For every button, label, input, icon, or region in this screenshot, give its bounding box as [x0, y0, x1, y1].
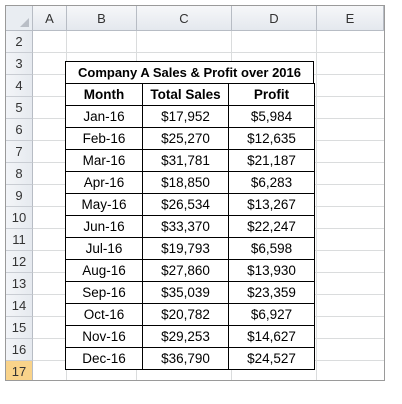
- row-header[interactable]: 4: [6, 75, 33, 97]
- cell-profit[interactable]: $13,267: [228, 193, 315, 216]
- cell-month[interactable]: Dec-16: [65, 347, 143, 370]
- cell-profit[interactable]: $6,598: [228, 237, 315, 260]
- column-header-d[interactable]: D: [232, 6, 317, 31]
- cell-total-sales[interactable]: $33,370: [142, 215, 229, 238]
- cell-profit[interactable]: $24,527: [228, 347, 315, 370]
- select-all-triangle-icon: [20, 18, 29, 27]
- cell-total-sales[interactable]: $26,534: [142, 193, 229, 216]
- header-total-sales[interactable]: Total Sales: [142, 83, 229, 106]
- cell-month[interactable]: Apr-16: [65, 171, 143, 194]
- cell-month[interactable]: Nov-16: [65, 325, 143, 348]
- row-header[interactable]: 14: [6, 295, 33, 317]
- column-header-b[interactable]: B: [67, 6, 137, 31]
- select-all-corner[interactable]: [6, 6, 33, 31]
- cell-profit[interactable]: $6,283: [228, 171, 315, 194]
- row-header[interactable]: 10: [6, 207, 33, 229]
- column-header-e[interactable]: E: [317, 6, 384, 31]
- row-header[interactable]: 3: [6, 53, 33, 75]
- cell-total-sales[interactable]: $35,039: [142, 281, 229, 304]
- cell-month[interactable]: May-16: [65, 193, 143, 216]
- cell-profit[interactable]: $22,247: [228, 215, 315, 238]
- cell-profit[interactable]: $5,984: [228, 105, 315, 128]
- table-row: Nov-16 $29,253 $14,627: [65, 325, 315, 348]
- cell-total-sales[interactable]: $31,781: [142, 149, 229, 172]
- cell-total-sales[interactable]: $36,790: [142, 347, 229, 370]
- table-row: Dec-16 $36,790 $24,527: [65, 347, 315, 370]
- table-row: Mar-16 $31,781 $21,187: [65, 149, 315, 172]
- row-header[interactable]: 9: [6, 185, 33, 207]
- cell-total-sales[interactable]: $25,270: [142, 127, 229, 150]
- table-row: Aug-16 $27,860 $13,930: [65, 259, 315, 282]
- cell-profit[interactable]: $23,359: [228, 281, 315, 304]
- table-row: Jan-16 $17,952 $5,984: [65, 105, 315, 128]
- cell-month[interactable]: Aug-16: [65, 259, 143, 282]
- table-row: May-16 $26,534 $13,267: [65, 193, 315, 216]
- row-header[interactable]: 16: [6, 339, 33, 361]
- cell-profit[interactable]: $13,930: [228, 259, 315, 282]
- row-header[interactable]: 6: [6, 119, 33, 141]
- table-title-cell[interactable]: Company A Sales & Profit over 2016: [65, 61, 314, 83]
- row-header[interactable]: 13: [6, 273, 33, 295]
- cell-profit[interactable]: $12,635: [228, 127, 315, 150]
- cell-month[interactable]: Feb-16: [65, 127, 143, 150]
- cell-total-sales[interactable]: $29,253: [142, 325, 229, 348]
- cell-total-sales[interactable]: $19,793: [142, 237, 229, 260]
- table-row: Feb-16 $25,270 $12,635: [65, 127, 315, 150]
- table-row: Sep-16 $35,039 $23,359: [65, 281, 315, 304]
- row-header-active[interactable]: 17: [6, 361, 33, 380]
- cell-profit[interactable]: $6,927: [228, 303, 315, 326]
- table-row: Jun-16 $33,370 $22,247: [65, 215, 315, 238]
- sales-profit-table: Company A Sales & Profit over 2016 Month…: [65, 61, 315, 370]
- row-header[interactable]: 12: [6, 251, 33, 273]
- cell-month[interactable]: Oct-16: [65, 303, 143, 326]
- header-month[interactable]: Month: [65, 83, 143, 106]
- spreadsheet-grid[interactable]: A B C D E 2 3 4 5 6 7 8 9 10 11 12 13 14…: [5, 5, 385, 381]
- table-header-row: Month Total Sales Profit: [65, 83, 315, 106]
- cell-month[interactable]: Jun-16: [65, 215, 143, 238]
- row-header[interactable]: 5: [6, 97, 33, 119]
- cell-month[interactable]: Jul-16: [65, 237, 143, 260]
- cell-month[interactable]: Sep-16: [65, 281, 143, 304]
- table-row: Apr-16 $18,850 $6,283: [65, 171, 315, 194]
- row-header[interactable]: 2: [6, 31, 33, 53]
- row-header[interactable]: 11: [6, 229, 33, 251]
- cell-profit[interactable]: $21,187: [228, 149, 315, 172]
- row-header[interactable]: 8: [6, 163, 33, 185]
- cell-total-sales[interactable]: $17,952: [142, 105, 229, 128]
- cell-total-sales[interactable]: $20,782: [142, 303, 229, 326]
- gridline-horizontal: [33, 52, 384, 53]
- header-profit[interactable]: Profit: [228, 83, 315, 106]
- cell-month[interactable]: Mar-16: [65, 149, 143, 172]
- column-header-c[interactable]: C: [137, 6, 232, 31]
- column-header-a[interactable]: A: [33, 6, 67, 31]
- cell-month[interactable]: Jan-16: [65, 105, 143, 128]
- table-row: Jul-16 $19,793 $6,598: [65, 237, 315, 260]
- cell-profit[interactable]: $14,627: [228, 325, 315, 348]
- cell-total-sales[interactable]: $18,850: [142, 171, 229, 194]
- cell-total-sales[interactable]: $27,860: [142, 259, 229, 282]
- row-header[interactable]: 7: [6, 141, 33, 163]
- gridline-vertical: [316, 31, 317, 380]
- row-header[interactable]: 15: [6, 317, 33, 339]
- table-row: Oct-16 $20,782 $6,927: [65, 303, 315, 326]
